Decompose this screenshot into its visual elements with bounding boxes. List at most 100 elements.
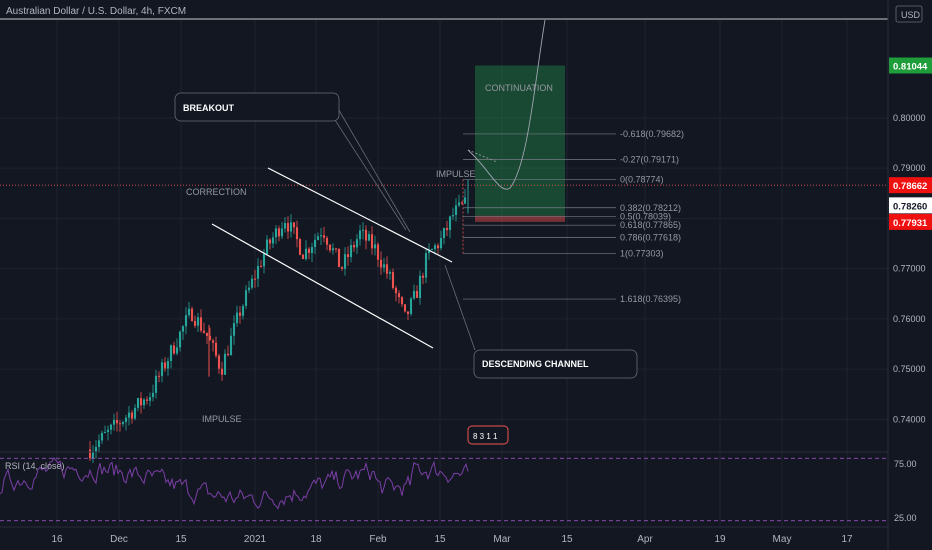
candle-body xyxy=(412,290,416,299)
price-tick-label: 0.80000 xyxy=(893,113,926,123)
candle-body xyxy=(262,253,266,267)
candle-body xyxy=(115,419,119,424)
candle-body xyxy=(286,223,290,232)
candle-body xyxy=(247,287,251,291)
price-axis[interactable] xyxy=(888,0,932,550)
candle-body xyxy=(448,216,452,231)
candle-body xyxy=(424,253,428,278)
candle-body xyxy=(436,245,440,249)
candle-body xyxy=(268,239,272,244)
candle-body xyxy=(130,412,134,419)
candle-body xyxy=(232,323,236,336)
fib-level-label: 1(0.77303) xyxy=(620,248,664,258)
candle-body xyxy=(169,345,173,362)
breakout-leader-line xyxy=(334,119,407,231)
candle-body xyxy=(226,353,230,356)
currency-button[interactable] xyxy=(895,5,923,23)
fib-level-label: -0.27(0.79171) xyxy=(620,155,679,165)
candle-body xyxy=(112,419,116,425)
candle-body xyxy=(376,244,380,260)
fib-level-label: 0.618(0.77865) xyxy=(620,220,681,230)
candle-body xyxy=(208,335,212,341)
price-tick-label: 0.74000 xyxy=(893,414,926,424)
candle-body xyxy=(100,432,104,441)
time-tick-label: 16 xyxy=(51,534,63,545)
bar-widget[interactable] xyxy=(467,425,509,445)
candle-body xyxy=(223,353,227,375)
candle-body xyxy=(214,342,218,356)
breakout-callout-box[interactable] xyxy=(174,92,340,122)
candle-body xyxy=(427,249,431,254)
profit-zone xyxy=(475,65,565,216)
candle-body xyxy=(310,247,314,253)
fibonacci-retracement[interactable]: -0.618(0.79682) -0.27(0.79171) 0(0.78774) 0… xyxy=(462,129,684,304)
candle-body xyxy=(415,290,419,298)
channel-callout-box[interactable] xyxy=(473,349,638,379)
fib-level-label: 1.618(0.76395) xyxy=(620,294,681,304)
candle-body xyxy=(127,412,131,418)
candle-body xyxy=(133,407,137,419)
price-tick-label: 0.76000 xyxy=(893,314,926,324)
time-tick-label: Dec xyxy=(110,534,128,545)
price-badge xyxy=(889,197,932,214)
candle-body xyxy=(145,399,149,401)
candle-body xyxy=(445,228,449,231)
channel-leader-line xyxy=(444,264,476,351)
candle-body xyxy=(337,248,341,268)
candle-body xyxy=(457,202,461,206)
candle-body xyxy=(271,237,275,244)
candle-body xyxy=(433,245,437,250)
candle-body xyxy=(199,317,203,331)
candle-body xyxy=(97,440,101,447)
candle-body xyxy=(361,229,365,231)
candle-body xyxy=(157,375,161,377)
price-tick-label: 0.75000 xyxy=(893,364,926,374)
candle-body xyxy=(442,228,446,238)
rsi-line xyxy=(0,457,469,510)
fib-level-label: 0.786(0.77618) xyxy=(620,233,681,243)
rsi-pane xyxy=(0,451,888,522)
candle-body xyxy=(349,245,353,258)
candle-body xyxy=(382,264,386,268)
candle-body xyxy=(91,451,95,459)
candle-body xyxy=(238,312,242,316)
candle-body xyxy=(379,259,383,268)
candle-body xyxy=(88,449,92,459)
fib-level-label: -0.618(0.79682) xyxy=(620,129,684,139)
fib-level-label: 0(0.78774) xyxy=(620,175,664,185)
candle-body xyxy=(316,236,320,240)
candle-body xyxy=(136,398,140,408)
candle-body xyxy=(394,287,398,294)
channel-upper-line[interactable] xyxy=(267,167,453,263)
candle-body xyxy=(106,429,110,433)
time-tick-label: 15 xyxy=(434,534,446,545)
candle-body xyxy=(211,340,215,343)
candle-body xyxy=(460,202,464,204)
long-position-tool[interactable] xyxy=(0,65,888,222)
candle-body xyxy=(250,278,254,288)
price-badge xyxy=(889,213,932,230)
candle-body xyxy=(118,423,122,425)
candle-body xyxy=(154,375,158,393)
time-tick-label: 15 xyxy=(175,534,187,545)
candle-body xyxy=(418,275,422,298)
candle-body xyxy=(235,312,239,324)
candle-body xyxy=(334,248,338,250)
candle-body xyxy=(274,228,278,238)
candle-body xyxy=(400,297,404,305)
candle-body xyxy=(304,248,308,260)
time-tick-label: Feb xyxy=(369,534,387,545)
candle-body xyxy=(301,254,305,260)
candle-body xyxy=(94,446,98,452)
rsi-level-25: 25.00 xyxy=(894,513,917,523)
candle-body xyxy=(280,228,284,237)
candle-body xyxy=(103,432,107,434)
candle-body xyxy=(184,315,188,327)
candle-body xyxy=(331,248,335,251)
projection-curve[interactable] xyxy=(467,19,546,190)
breakout-label: BREAKOUT xyxy=(183,103,235,113)
candle-body xyxy=(454,205,458,216)
candle-body xyxy=(259,265,263,267)
channel-lower-line[interactable] xyxy=(211,223,434,349)
